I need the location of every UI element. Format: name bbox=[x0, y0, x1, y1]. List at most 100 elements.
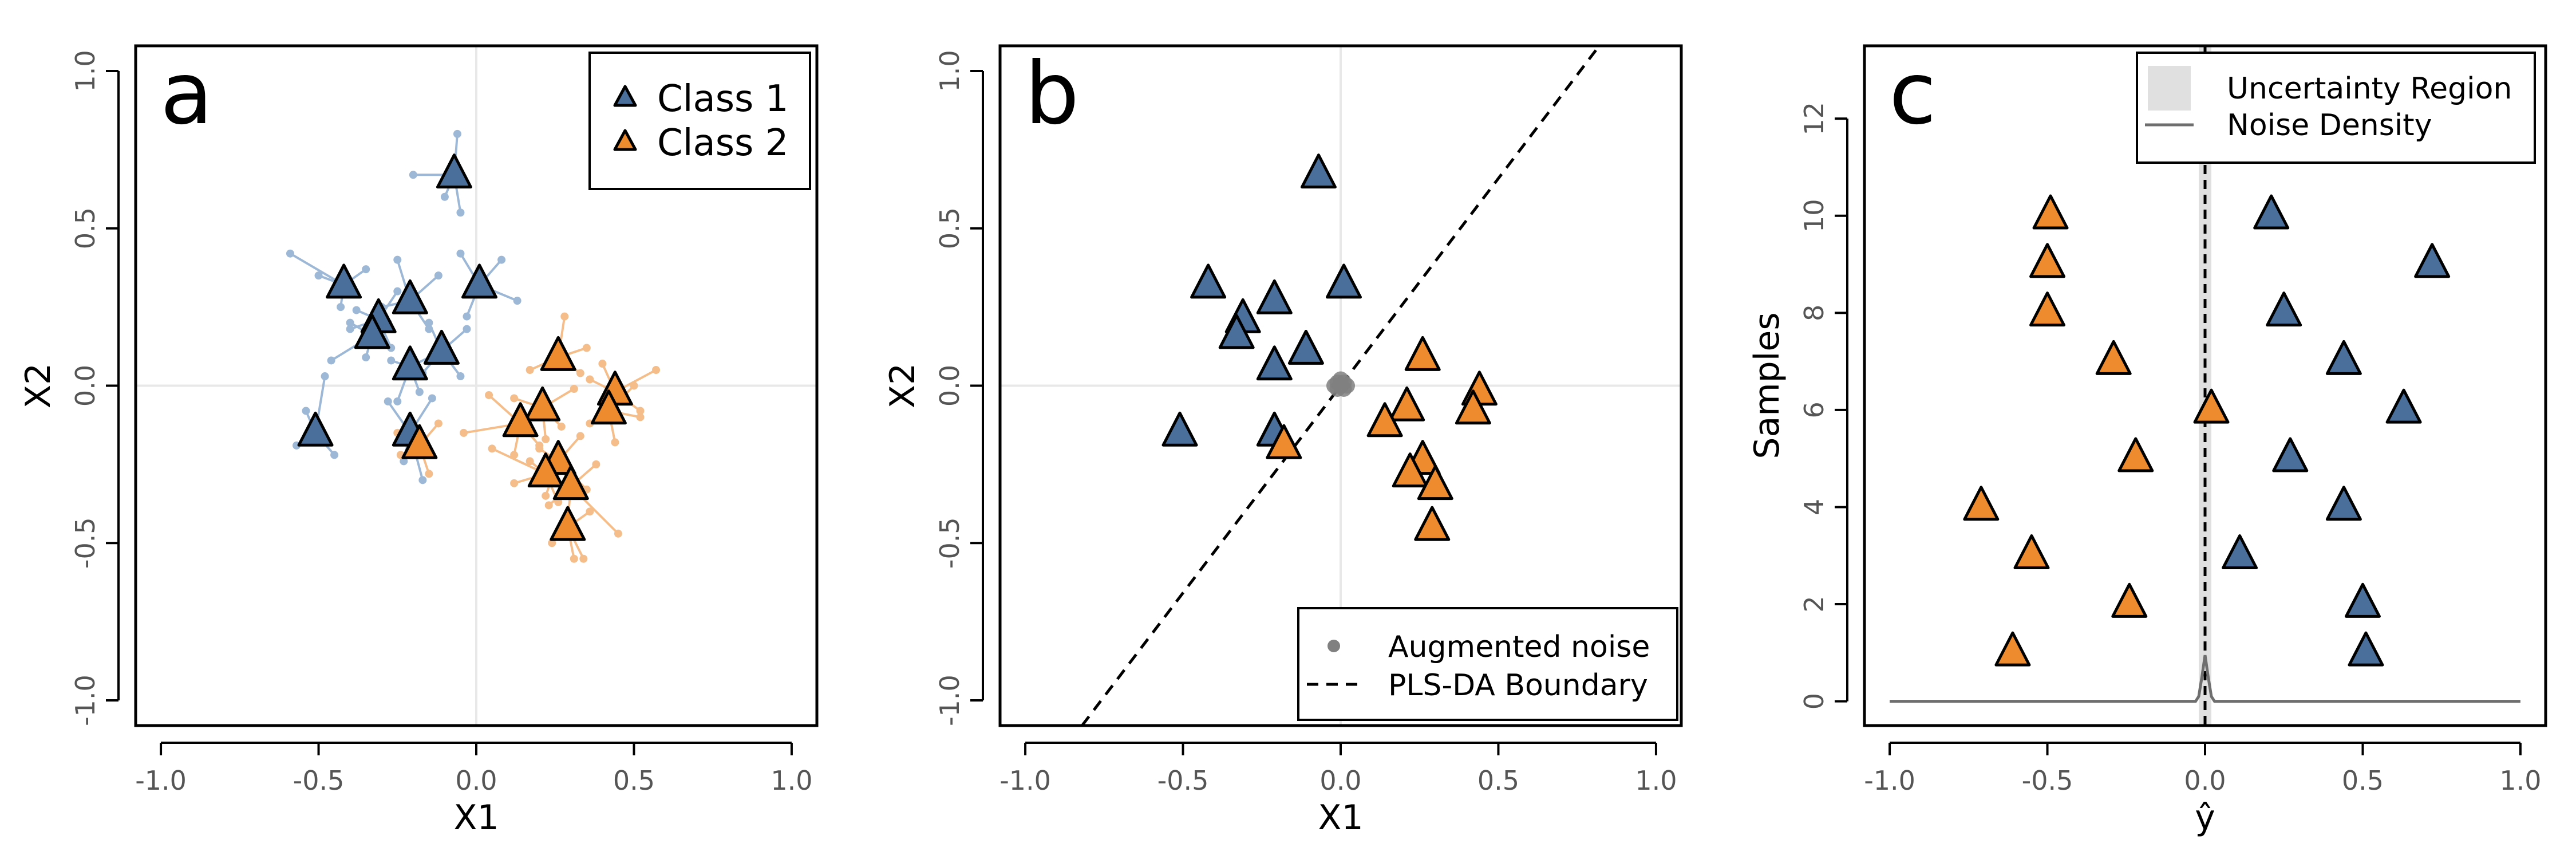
augmented-point bbox=[488, 444, 496, 453]
noise-point bbox=[1326, 377, 1342, 394]
panel-c-y-tick-label: 12 bbox=[1799, 102, 1830, 136]
panel-a-x-axis-title: X1 bbox=[453, 798, 499, 838]
panel-b-x-tick-label: -0.5 bbox=[1157, 765, 1209, 796]
class-1-marker bbox=[392, 345, 428, 381]
panel-b-x-tick-label: -1.0 bbox=[999, 765, 1051, 796]
class-1-marker bbox=[1256, 345, 1293, 381]
class-2-marker bbox=[1404, 336, 1441, 371]
class-1-marker bbox=[2385, 388, 2422, 424]
class-2-marker bbox=[1266, 424, 1302, 459]
class-1-marker bbox=[1218, 314, 1255, 349]
class-1-marker bbox=[436, 153, 472, 189]
class-2-marker bbox=[540, 336, 576, 371]
augmented-point bbox=[428, 394, 436, 403]
panel-b-x-axis-title: X1 bbox=[1318, 798, 1363, 838]
class-1-marker bbox=[1190, 263, 1227, 299]
augmented-point bbox=[548, 539, 556, 547]
class-2-marker bbox=[2032, 194, 2069, 230]
panel-a-y-tick-label: -1.0 bbox=[70, 675, 101, 726]
augmented-point bbox=[463, 325, 471, 333]
augmented-point bbox=[542, 435, 550, 443]
class-2-marker bbox=[1417, 465, 1453, 501]
panel-c-y-tick-label: 2 bbox=[1799, 596, 1830, 612]
class-2-marker bbox=[2111, 582, 2148, 618]
class-2-marker bbox=[2117, 437, 2154, 472]
class-1-marker bbox=[2344, 582, 2381, 618]
panel-c-legend-density-label: Noise Density bbox=[2227, 108, 2432, 143]
class-2-marker bbox=[527, 452, 564, 488]
panel-a-legend-class2-triangle bbox=[613, 129, 637, 151]
class-1-marker bbox=[392, 279, 428, 314]
panel-b-legend-box bbox=[1297, 607, 1678, 721]
panel-b-y-tick-label: 0.5 bbox=[934, 207, 965, 249]
augmented-point bbox=[570, 384, 578, 393]
class-1-marker bbox=[297, 411, 334, 447]
augmented-point bbox=[579, 554, 588, 563]
panel-a: -1.0 -0.5 0.0 0.5 1.0 -1.0 -0.5 0.0 0.5 1.0 X1 X2 a… bbox=[18, 44, 819, 838]
augmented-point bbox=[321, 372, 329, 381]
augmented-point bbox=[557, 422, 566, 431]
augmented-point bbox=[286, 249, 294, 258]
augmented-point bbox=[418, 476, 427, 484]
class-1-marker bbox=[2272, 437, 2309, 472]
panel-c-legend-uncertainty-swatch bbox=[2148, 66, 2191, 111]
uncertainty-band bbox=[2198, 46, 2212, 726]
panel-b-axes: -1.0 -0.5 0.0 0.5 1.0 -1.0 -0.5 0.0 0.5 1.0 X1 X2 bbox=[883, 50, 1677, 838]
panel-a-x-tick-label: 1.0 bbox=[771, 765, 812, 796]
augmented-point bbox=[327, 356, 335, 365]
augmented-point bbox=[636, 407, 645, 415]
class-2-marker bbox=[1455, 389, 1491, 425]
augmented-point bbox=[497, 255, 506, 264]
augmented-point bbox=[586, 507, 594, 516]
class-2-marker bbox=[401, 424, 438, 459]
panel-b-legend-noise-label: Augmented noise bbox=[1388, 630, 1650, 664]
panel-c-y-tick-label: 0 bbox=[1799, 693, 1830, 710]
augmented-point bbox=[630, 381, 638, 390]
class-2-marker bbox=[1963, 486, 2000, 521]
panel-c-x-tick-label: -1.0 bbox=[1864, 765, 1915, 796]
augmented-point bbox=[526, 366, 534, 375]
panel-c-y-tick-label: 8 bbox=[1799, 305, 1830, 321]
class-2-marker bbox=[1389, 386, 1425, 421]
pls-da-boundary-line bbox=[1081, 45, 1601, 727]
class-2-marker bbox=[502, 402, 539, 438]
panel-a-legend-box bbox=[588, 52, 811, 190]
panel-b-boundary bbox=[1081, 45, 1601, 727]
panel-c-noise-density bbox=[1890, 655, 2520, 703]
panel-a-x-tick-label: 0.5 bbox=[613, 765, 655, 796]
class-2-marker bbox=[1414, 506, 1451, 541]
panel-a-y-axis-title: X2 bbox=[18, 363, 58, 408]
panel-c-y-axis-title: Samples bbox=[1747, 312, 1787, 459]
augmented-point bbox=[526, 457, 534, 466]
panel-a-y-tick-label: 0.5 bbox=[70, 207, 101, 249]
panel-a-gridlines bbox=[136, 46, 817, 726]
augmented-point bbox=[576, 369, 584, 377]
augmented-point bbox=[393, 255, 402, 264]
panel-c-legend-box bbox=[2136, 52, 2536, 164]
augmented-point bbox=[302, 407, 310, 415]
panel-b-x-tick-label: 1.0 bbox=[1635, 765, 1677, 796]
panel-b-plot-frame bbox=[998, 44, 1683, 727]
panel-a-legend-class1-triangle bbox=[613, 85, 637, 107]
augmented-point bbox=[409, 171, 417, 179]
class-1-marker bbox=[1326, 263, 1362, 299]
augmented-point bbox=[510, 479, 519, 487]
class-2-marker bbox=[1392, 452, 1428, 488]
panel-a-y-tick-label: 1.0 bbox=[70, 50, 101, 92]
augmented-point bbox=[544, 501, 553, 510]
augmented-point bbox=[513, 297, 521, 305]
augmented-point bbox=[611, 438, 619, 447]
class-2-marker bbox=[1366, 402, 1403, 438]
panel-a-x-tick-label: -1.0 bbox=[135, 765, 187, 796]
augmented-point bbox=[434, 419, 442, 428]
augmented-point bbox=[330, 451, 339, 459]
class-1-marker bbox=[2414, 243, 2451, 278]
augmented-point bbox=[485, 391, 493, 399]
panel-b-y-tick-label: 1.0 bbox=[934, 50, 965, 92]
class-2-marker bbox=[2029, 291, 2066, 327]
augmented-point bbox=[510, 394, 519, 403]
class-1-marker bbox=[2222, 534, 2258, 570]
class-1-marker bbox=[2253, 194, 2290, 230]
panel-c-axes: -1.0 -0.5 0.0 0.5 1.0 0 2 4 6 8 10 12 ŷ Samples bbox=[1747, 102, 2542, 838]
augmented-point bbox=[352, 306, 361, 314]
